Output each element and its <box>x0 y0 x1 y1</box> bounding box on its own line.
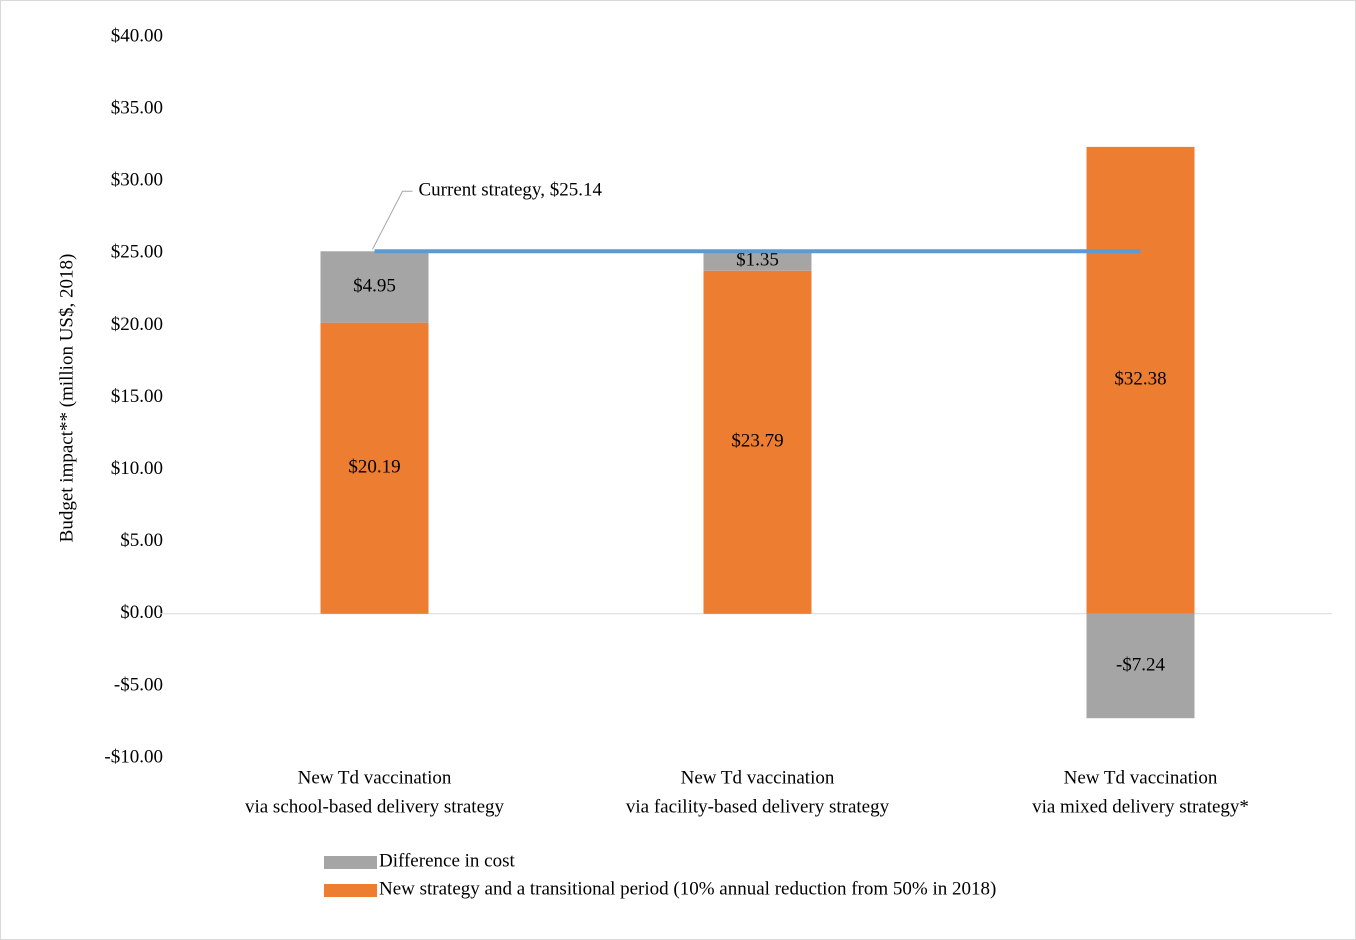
y-tick-label: -$10.00 <box>104 746 163 767</box>
legend-label: New strategy and a transitional period (… <box>379 878 996 899</box>
bar-segment <box>703 251 812 271</box>
y-tick-label: $30.00 <box>111 170 163 191</box>
annotation: Current strategy, $25.14 <box>419 180 603 201</box>
x-tick-label: via school-based delivery strategy <box>245 796 505 817</box>
x-tick-label: New Td vaccination <box>681 767 835 788</box>
y-tick-label: -$5.00 <box>114 674 163 695</box>
y-tick-label: $40.00 <box>111 25 163 46</box>
y-tick-label: $10.00 <box>111 458 163 479</box>
y-tick-label: $25.00 <box>111 242 163 263</box>
x-tick-label: New Td vaccination <box>298 767 452 788</box>
bar-segment <box>1086 613 1195 719</box>
y-tick-label: $5.00 <box>120 530 163 551</box>
value-label: $4.95 <box>353 275 396 296</box>
bar-segment <box>320 251 429 323</box>
y-axis-label: Budget impact** (million US$, 2018) <box>56 254 77 543</box>
value-label: $1.35 <box>736 250 779 271</box>
value-label: $23.79 <box>731 431 783 452</box>
bar-segment <box>320 322 429 614</box>
legend-swatch <box>324 856 377 869</box>
x-tick-label: via facility-based delivery strategy <box>626 796 890 817</box>
legend-label: Difference in cost <box>379 850 515 871</box>
y-tick-label: $35.00 <box>111 97 163 118</box>
annotation-leader <box>372 190 413 250</box>
value-label: $20.19 <box>348 457 400 478</box>
x-tick-label: New Td vaccination <box>1064 767 1218 788</box>
y-tick-label: $15.00 <box>111 386 163 407</box>
y-tick-label: $0.00 <box>120 602 163 623</box>
x-tick-label: via mixed delivery strategy* <box>1032 796 1249 817</box>
value-label: -$7.24 <box>1116 654 1166 675</box>
bar-segment <box>703 270 812 614</box>
y-tick-label: $20.00 <box>111 314 163 335</box>
legend-swatch <box>324 884 377 897</box>
value-label: $32.38 <box>1114 369 1166 390</box>
bar-segment <box>1086 146 1195 614</box>
